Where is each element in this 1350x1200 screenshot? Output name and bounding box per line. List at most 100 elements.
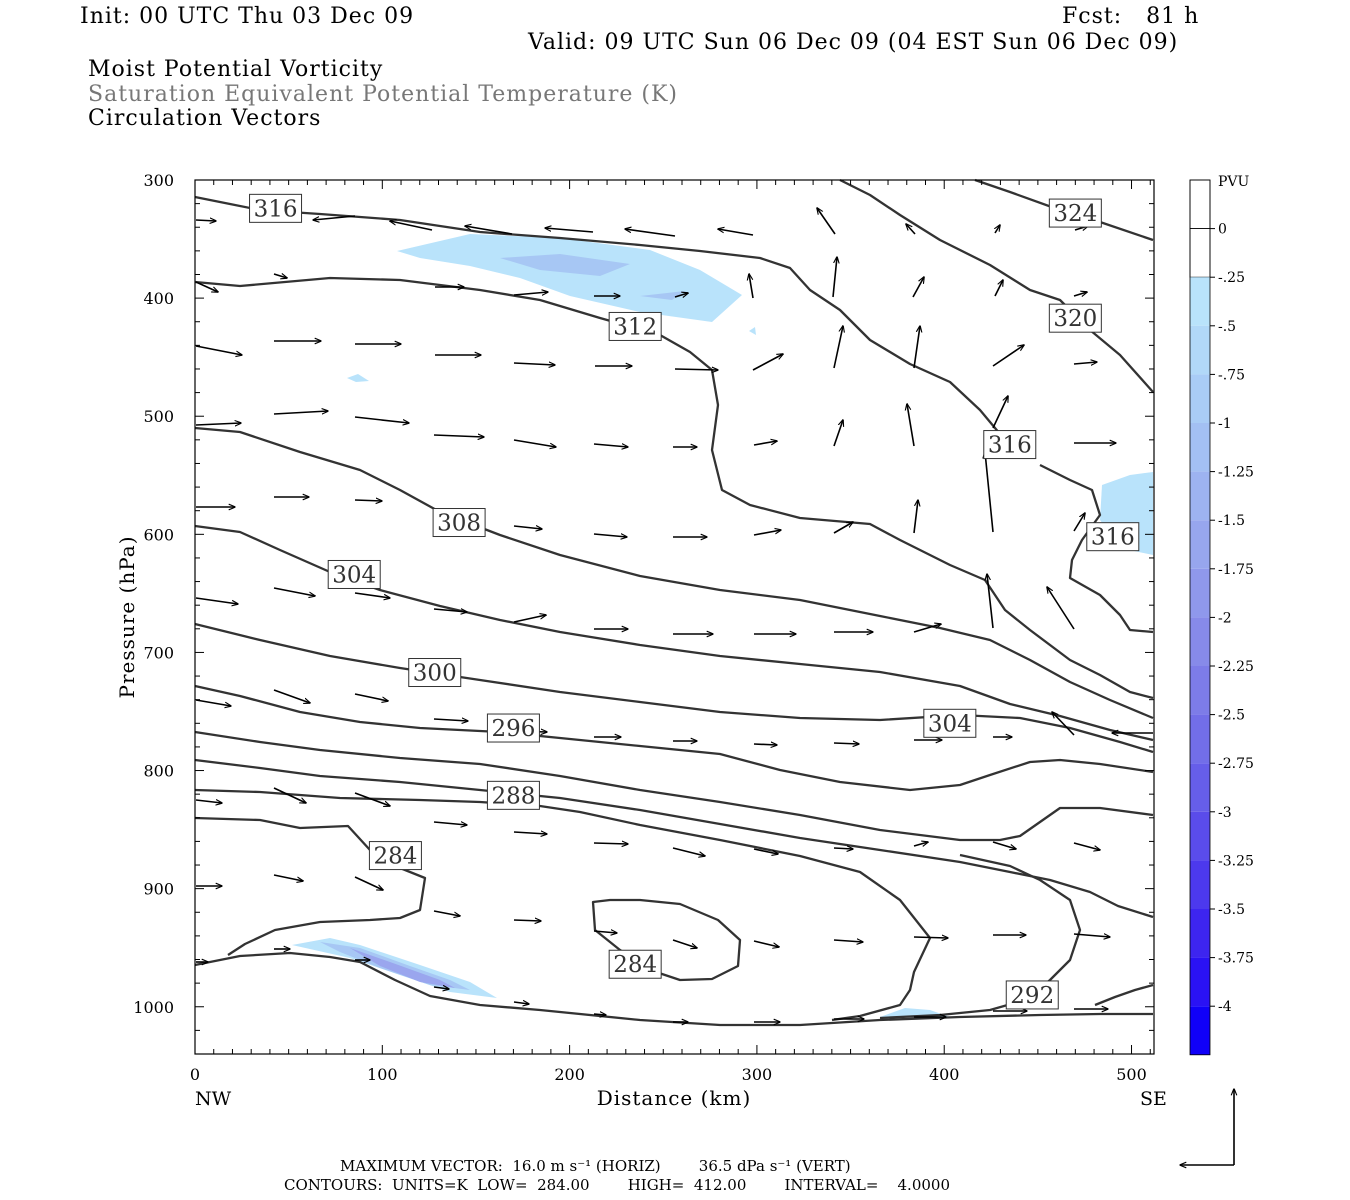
contour-label: 284	[613, 952, 657, 978]
pv-patch-upper-core2	[640, 291, 685, 300]
y-tick-labels: 300 400 500 600 700 800 900 1000	[133, 171, 174, 1017]
colorbar-swatch	[1190, 568, 1210, 618]
y-axis-label: Pressure (hPa)	[115, 536, 139, 699]
field-title-mpv: Moist Potential Vorticity	[88, 57, 384, 82]
colorbar-label: -.5	[1218, 319, 1236, 335]
contour-label-box	[983, 430, 1037, 460]
contour-label-box	[408, 658, 462, 688]
contour-line	[1039, 463, 1154, 634]
colorbar-label: -1	[1218, 416, 1232, 432]
colorbar-label: -1.75	[1218, 562, 1254, 578]
contour-label-box	[486, 780, 540, 810]
colorbar-swatch	[1190, 617, 1210, 666]
thetae-contours	[194, 178, 1154, 1027]
contour-label: 324	[1053, 201, 1097, 227]
contour-label-box	[1086, 522, 1140, 552]
plot-frame	[194, 179, 1155, 1055]
contour-label: 312	[613, 314, 657, 340]
forecast-hour: Fcst: 81 h	[1062, 4, 1200, 29]
colorbar-label: -2.75	[1218, 756, 1254, 772]
pv-patch-lower-core2	[350, 948, 455, 988]
colorbar-label: -.75	[1218, 367, 1245, 383]
colorbar-title: PVU	[1218, 174, 1250, 190]
colorbar-label: -1.5	[1218, 513, 1245, 529]
x-tick-label: 100	[367, 1065, 398, 1084]
max-vector-note: MAXIMUM VECTOR: 16.0 m s⁻¹ (HORIZ) 36.5 …	[340, 1157, 851, 1175]
valid-time: Valid: 09 UTC Sun 06 Dec 09 (04 EST Sun …	[528, 30, 1179, 55]
contour-line	[879, 853, 1082, 1020]
colorbar-label: -3.5	[1218, 902, 1245, 918]
colorbar-label: -3.25	[1218, 853, 1254, 869]
colorbar-label: -2.25	[1218, 659, 1254, 675]
y-tick-label: 900	[143, 880, 174, 899]
colorbar-label: -4	[1218, 999, 1232, 1015]
x-end-left: NW	[195, 1088, 232, 1110]
contour-label-box	[1005, 980, 1059, 1010]
contour-line	[839, 178, 1154, 393]
pv-colorbar: 0 -.25 -.5 -.75 -1 -1.25 -1.5 -1.75 -2 -2.25 -2.5 -…	[1189, 179, 1254, 1056]
reference-vector	[1180, 1089, 1234, 1165]
colorbar-swatch	[1190, 957, 1210, 1007]
contour-label: 292	[1010, 983, 1054, 1009]
contour-label-box	[1048, 198, 1102, 228]
x-tick-labels: 0 100 200 300 400 500	[190, 1065, 1147, 1084]
contour-labels: 316 324 320 312 316 316 308 304 300 304 296 288 284 2…	[249, 193, 1140, 1010]
contour-line	[194, 276, 1154, 700]
contour-label-box	[327, 559, 381, 589]
contour-label: 288	[491, 783, 535, 809]
pv-patch-upper-core	[500, 254, 630, 276]
colorbar-label: -3.75	[1218, 951, 1254, 967]
contour-label: 304	[928, 711, 972, 737]
colorbar-label: -2	[1218, 610, 1232, 626]
pv-patch-upper	[397, 234, 742, 322]
pv-shading	[292, 234, 1153, 1017]
colorbar-label: -2.5	[1218, 708, 1245, 724]
contour-label: 284	[373, 844, 417, 870]
colorbar-swatch	[1190, 763, 1210, 812]
y-tick-label: 500	[143, 407, 174, 426]
contour-line	[194, 195, 1006, 441]
contour-label-box	[432, 508, 486, 538]
contour-line	[194, 684, 1154, 792]
x-tick-label: 0	[190, 1065, 200, 1084]
x-end-right: SE	[1140, 1088, 1167, 1110]
contour-line	[1094, 983, 1154, 1007]
contour-line	[194, 816, 427, 956]
contour-info-note: CONTOURS: UNITS=K LOW= 284.00 HIGH= 412.…	[284, 1176, 950, 1194]
pv-patch-small-1	[347, 374, 369, 382]
contour-line	[194, 622, 1154, 754]
contour-label: 296	[491, 716, 535, 742]
y-tick-label: 800	[143, 762, 174, 781]
colorbar-swatch	[1190, 277, 1210, 326]
circulation-vectors	[195, 208, 1153, 1022]
contour-label: 316	[254, 196, 298, 222]
colorbar-label: 0	[1218, 222, 1227, 238]
contour-label-box	[1048, 303, 1102, 333]
colorbar-swatch	[1190, 325, 1210, 375]
y-tick-label: 300	[143, 171, 174, 190]
contour-line	[194, 524, 1154, 742]
colorbar-label: -.25	[1218, 270, 1245, 286]
colorbar-swatch	[1190, 714, 1210, 764]
contour-label-box	[608, 949, 662, 979]
contour-label: 316	[1091, 525, 1135, 551]
x-tick-label: 300	[742, 1065, 773, 1084]
x-tick-label: 500	[1116, 1065, 1147, 1084]
colorbar-swatch	[1190, 374, 1210, 423]
colorbar-swatch	[1189, 179, 1211, 229]
colorbar-swatch	[1189, 228, 1211, 278]
contour-line	[194, 788, 932, 1022]
colorbar-label: -3	[1218, 805, 1232, 821]
contour-label-box	[923, 708, 977, 738]
x-tick-label: 400	[929, 1065, 960, 1084]
contour-label: 304	[332, 562, 376, 588]
colorbar-swatch	[1190, 860, 1210, 909]
y-tick-label: 400	[143, 289, 174, 308]
field-title-thetae: Saturation Equivalent Potential Temperat…	[88, 82, 678, 107]
contour-line	[194, 951, 1153, 1027]
y-tick-label: 700	[143, 643, 174, 662]
contour-label-box	[486, 713, 540, 743]
x-tick-label: 200	[554, 1065, 585, 1084]
contour-label-box	[368, 841, 422, 871]
